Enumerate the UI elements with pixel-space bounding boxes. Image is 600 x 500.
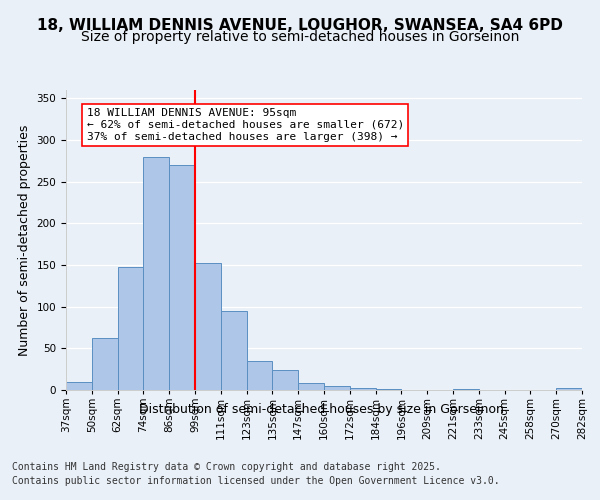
Bar (376, 389, 401, 390)
Bar (272, 370, 298, 390)
Bar (556, 388, 582, 390)
Bar (195, 264, 221, 390)
Bar (453, 389, 479, 390)
Y-axis label: Number of semi-detached properties: Number of semi-detached properties (18, 124, 31, 356)
Bar (221, 311, 247, 390)
Text: Contains public sector information licensed under the Open Government Licence v3: Contains public sector information licen… (12, 476, 500, 486)
Text: Contains HM Land Registry data © Crown copyright and database right 2025.: Contains HM Land Registry data © Crown c… (12, 462, 441, 472)
Bar (118, 266, 143, 390)
Text: 18, WILLIAM DENNIS AVENUE, LOUGHOR, SWANSEA, SA4 6PD: 18, WILLIAM DENNIS AVENUE, LOUGHOR, SWAN… (37, 18, 563, 32)
Bar (143, 156, 169, 390)
Text: Distribution of semi-detached houses by size in Gorseinon: Distribution of semi-detached houses by … (139, 402, 503, 415)
Text: Size of property relative to semi-detached houses in Gorseinon: Size of property relative to semi-detach… (81, 30, 519, 44)
Bar (169, 165, 195, 390)
Bar (298, 382, 324, 390)
Bar (66, 382, 92, 390)
Bar (350, 388, 376, 390)
Bar (324, 386, 350, 390)
Bar (247, 361, 272, 390)
Text: 18 WILLIAM DENNIS AVENUE: 95sqm
← 62% of semi-detached houses are smaller (672)
: 18 WILLIAM DENNIS AVENUE: 95sqm ← 62% of… (86, 108, 404, 142)
Bar (92, 338, 118, 390)
